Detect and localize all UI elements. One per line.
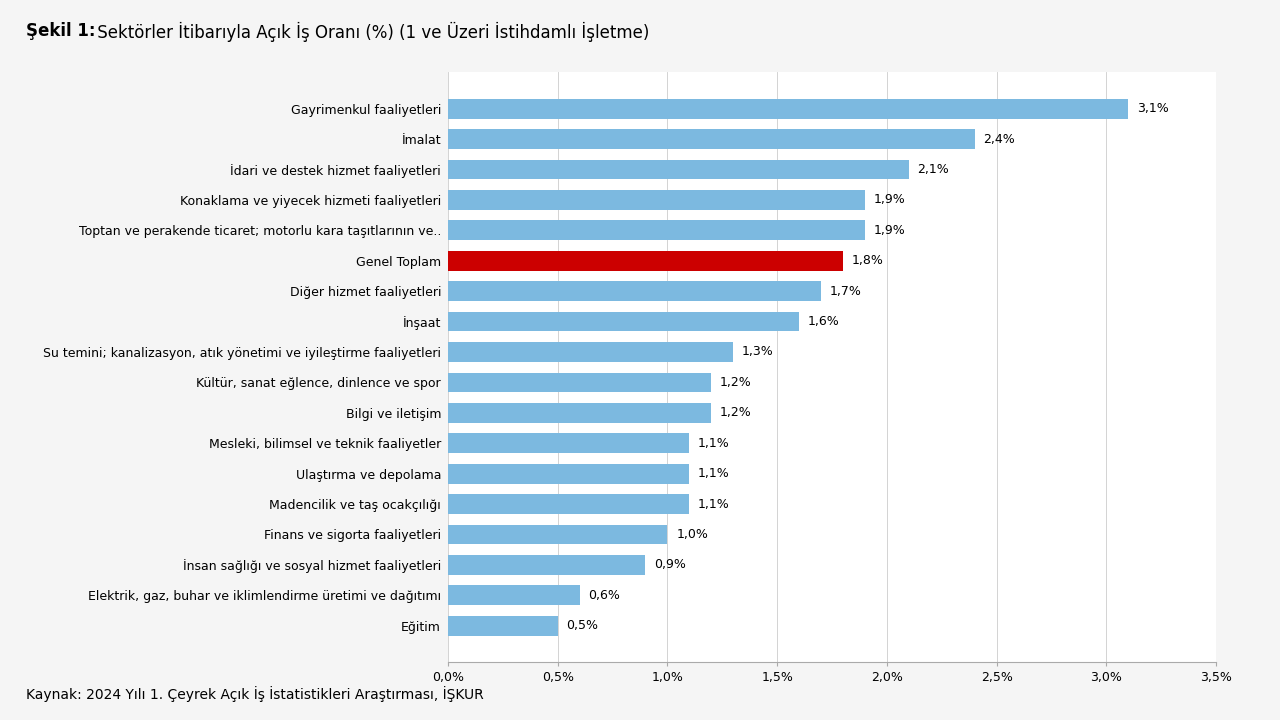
Text: Şekil 1:: Şekil 1: bbox=[26, 22, 95, 40]
Bar bbox=[448, 494, 690, 514]
Bar bbox=[448, 433, 690, 453]
Bar bbox=[448, 585, 580, 605]
Bar bbox=[448, 99, 1128, 119]
Text: 2,1%: 2,1% bbox=[918, 163, 950, 176]
Bar bbox=[448, 342, 733, 362]
Bar bbox=[448, 190, 865, 210]
Bar bbox=[448, 251, 844, 271]
Bar bbox=[448, 160, 909, 179]
Text: 1,7%: 1,7% bbox=[829, 284, 861, 297]
Text: 1,8%: 1,8% bbox=[851, 254, 883, 267]
Text: 1,9%: 1,9% bbox=[874, 224, 905, 237]
Bar bbox=[448, 312, 799, 331]
Bar bbox=[448, 282, 820, 301]
Bar bbox=[448, 220, 865, 240]
Text: 1,1%: 1,1% bbox=[698, 498, 730, 510]
Text: Sektörler İtibarıyla Açık İş Oranı (%) (1 ve Üzeri İstihdamlı İşletme): Sektörler İtibarıyla Açık İş Oranı (%) (… bbox=[92, 22, 649, 42]
Bar bbox=[448, 130, 974, 149]
Text: 1,1%: 1,1% bbox=[698, 467, 730, 480]
Bar bbox=[448, 464, 690, 484]
Text: Kaynak: 2024 Yılı 1. Çeyrek Açık İş İstatistikleri Araştırması, İŞKUR: Kaynak: 2024 Yılı 1. Çeyrek Açık İş İsta… bbox=[26, 686, 484, 702]
Text: 0,6%: 0,6% bbox=[589, 589, 621, 602]
Bar bbox=[448, 616, 558, 636]
Text: 1,9%: 1,9% bbox=[874, 194, 905, 207]
Text: 3,1%: 3,1% bbox=[1137, 102, 1169, 115]
Text: 1,6%: 1,6% bbox=[808, 315, 840, 328]
Bar bbox=[448, 525, 667, 544]
Text: 1,2%: 1,2% bbox=[721, 376, 751, 389]
Bar bbox=[448, 372, 712, 392]
Text: 0,9%: 0,9% bbox=[654, 559, 686, 572]
Text: 2,4%: 2,4% bbox=[983, 132, 1015, 145]
Text: 1,2%: 1,2% bbox=[721, 406, 751, 419]
Text: 0,5%: 0,5% bbox=[567, 619, 599, 632]
Text: 1,3%: 1,3% bbox=[742, 346, 774, 359]
Bar bbox=[448, 403, 712, 423]
Bar bbox=[448, 555, 645, 575]
Text: 1,0%: 1,0% bbox=[676, 528, 708, 541]
Text: 1,1%: 1,1% bbox=[698, 437, 730, 450]
